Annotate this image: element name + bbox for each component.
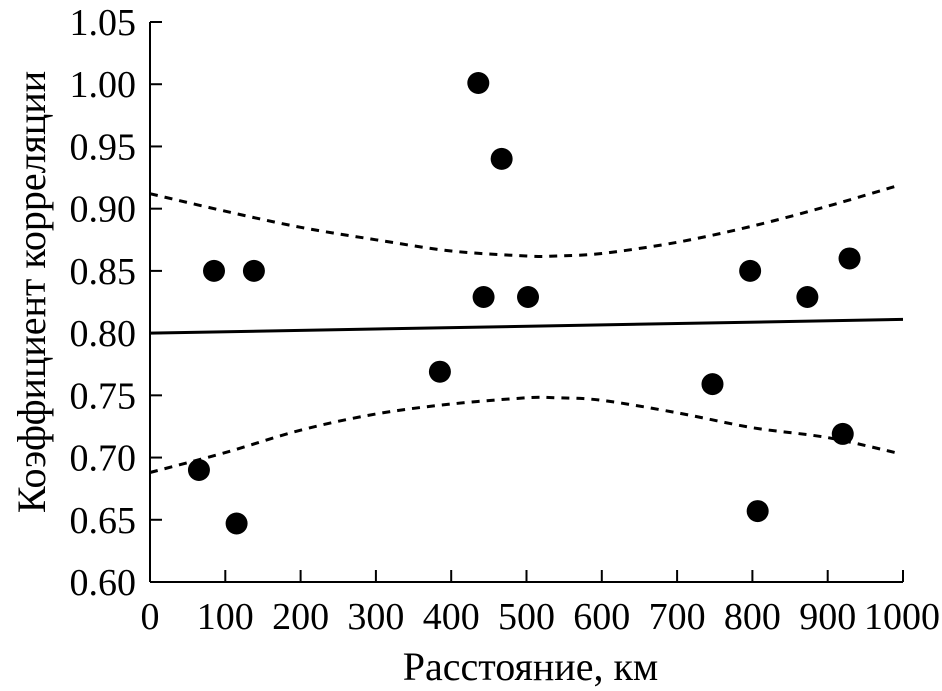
x-tick-label: 800: [724, 596, 781, 638]
x-tick-label: 500: [498, 596, 555, 638]
axes: 0.60 0.65 0.70 0.75 0.80 0.85 0.90 0.95 1.00 1.05…: [70, 2, 941, 638]
x-axis-title: Расстояние, км: [403, 644, 658, 689]
y-axis-title: Коэффициент корреляции: [9, 71, 54, 513]
y-tick-label: 1.05: [70, 2, 137, 44]
x-tick-label: 600: [573, 596, 630, 638]
data-point: [746, 500, 769, 523]
data-point: [225, 512, 248, 535]
y-tick-label: 0.65: [70, 500, 137, 542]
x-tick-label: 300: [347, 596, 404, 638]
data-point: [242, 259, 265, 282]
y-tick-label: 0.60: [70, 562, 137, 604]
data-point: [796, 286, 819, 309]
plot-area: [149, 71, 904, 535]
data-point: [203, 259, 226, 282]
data-point: [739, 259, 762, 282]
regression-line: [149, 317, 904, 335]
y-tick-label: 0.85: [70, 251, 137, 293]
data-point: [517, 286, 540, 309]
lower-confidence-line: [149, 395, 896, 474]
x-tick-label: 700: [649, 596, 706, 638]
y-tick-label: 1.00: [70, 64, 137, 106]
y-tick-label: 0.95: [70, 126, 137, 168]
y-tick-label: 0.70: [70, 438, 137, 480]
y-tick-label: 0.75: [70, 375, 137, 417]
data-point: [831, 422, 854, 445]
x-tick-label: 0: [141, 596, 160, 638]
y-tick-label: 0.90: [70, 189, 137, 231]
x-tick-label: 100: [197, 596, 254, 638]
y-tick-label: 0.80: [70, 313, 137, 355]
data-point: [838, 247, 861, 270]
data-point: [467, 71, 490, 94]
data-point: [428, 360, 451, 383]
data-point: [490, 147, 513, 170]
data-point: [187, 459, 210, 481]
x-tick-label: 1000: [864, 596, 940, 638]
x-tick-label: 200: [272, 596, 329, 638]
data-point: [701, 373, 724, 396]
x-tick-label: 900: [799, 596, 856, 638]
x-tick-label: 400: [423, 596, 480, 638]
data-point: [472, 286, 495, 309]
upper-confidence-line: [149, 184, 896, 258]
